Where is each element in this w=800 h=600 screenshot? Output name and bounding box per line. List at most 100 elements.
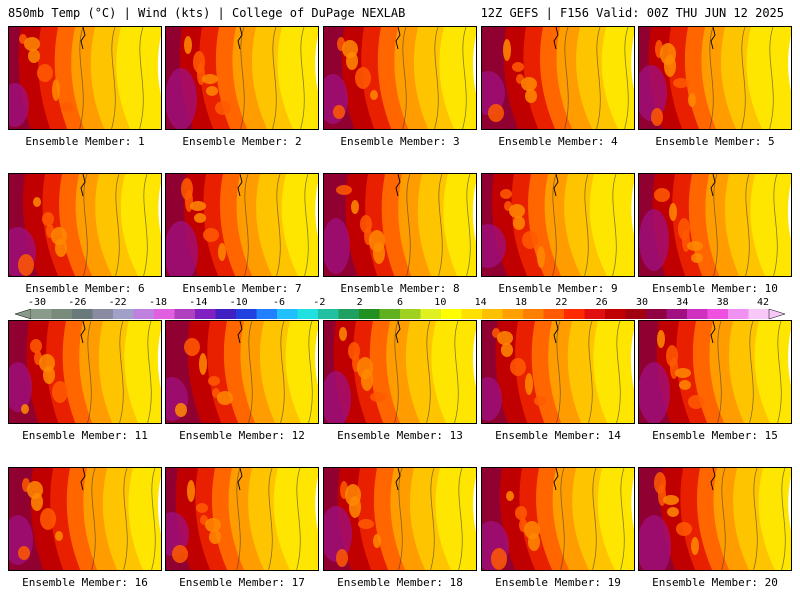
hot-core	[9, 83, 29, 127]
terrain-blotch	[355, 67, 371, 89]
terrain-blotch	[61, 102, 73, 112]
temperature-field	[166, 321, 318, 423]
colorbar-swatch	[195, 309, 216, 319]
border-line	[553, 321, 559, 344]
hot-core	[324, 218, 350, 274]
contour-line	[240, 27, 245, 129]
terrain-blotch	[27, 481, 43, 499]
terrain-blotch	[30, 339, 42, 353]
contour-line	[402, 27, 407, 129]
terrain-blotch	[209, 530, 221, 544]
colorbar-swatch	[338, 309, 360, 319]
ensemble-member-map	[638, 467, 792, 571]
member-label: Ensemble Member: 17	[179, 576, 305, 589]
terrain-blotch	[218, 243, 226, 261]
contour-line	[308, 321, 313, 423]
contour-line	[434, 27, 439, 129]
colorbar-swatch	[666, 309, 688, 319]
contour-line	[91, 468, 96, 570]
member-label: Ensemble Member: 16	[22, 576, 148, 589]
terrain-blotch	[172, 545, 188, 563]
terrain-blotch	[360, 215, 372, 233]
colorbar-tick-label: 10	[434, 297, 447, 308]
colorbar-swatch	[441, 309, 462, 319]
contour-line	[753, 468, 758, 570]
hot-core	[639, 362, 670, 423]
terrain-blotch	[21, 404, 29, 414]
ensemble-member-map	[638, 320, 792, 424]
border-line	[710, 321, 716, 344]
ensemble-member-map	[8, 320, 162, 424]
border-line	[80, 321, 86, 344]
member-label: Ensemble Member: 2	[182, 135, 302, 148]
colorbar-tick-label: -26	[68, 297, 87, 308]
terrain-blotch	[358, 519, 374, 529]
border-line	[710, 27, 716, 50]
contour-line	[276, 174, 281, 276]
terrain-blotch	[33, 197, 41, 207]
colorbar-tick-label: 2	[356, 297, 363, 308]
terrain-blotch	[184, 338, 200, 356]
member-label: Ensemble Member: 10	[652, 282, 778, 295]
terrain-blotch	[687, 241, 703, 251]
hot-core	[482, 224, 506, 268]
contour-line	[296, 468, 301, 570]
terrain-blotch	[336, 185, 352, 195]
colorbar-swatch	[400, 309, 421, 319]
colorbar-tick-label: -30	[27, 297, 47, 308]
terrain-blotch	[175, 403, 187, 417]
colorbar-tick-label: 18	[514, 297, 528, 308]
member-label: Ensemble Member: 13	[337, 429, 463, 442]
border-line	[395, 27, 401, 50]
terrain-blotch	[369, 230, 385, 252]
colorbar-swatch	[51, 309, 73, 319]
contour-line	[115, 174, 120, 276]
terrain-blotch	[515, 506, 527, 520]
colorbar-swatch	[543, 309, 565, 319]
temperature-field	[324, 174, 476, 276]
hot-core	[166, 68, 197, 129]
border-line	[80, 468, 86, 491]
terrain-blotch	[28, 49, 40, 63]
member-label: Ensemble Member: 18	[337, 576, 463, 589]
contour-line	[268, 468, 273, 570]
temperature-field	[324, 468, 476, 570]
terrain-blotch	[193, 51, 205, 73]
terrain-blotch	[491, 548, 507, 570]
member-label: Ensemble Member: 5	[655, 135, 775, 148]
colorbar-swatch	[174, 309, 196, 319]
temperature-field	[482, 174, 634, 276]
member-label: Ensemble Member: 11	[22, 429, 148, 442]
terrain-blotch	[187, 480, 195, 502]
terrain-blotch	[522, 231, 538, 249]
colorbar-tick-label: -14	[189, 297, 208, 308]
ensemble-member-map	[165, 26, 319, 130]
colorbar-high-arrow	[768, 309, 785, 319]
terrain-blotch	[669, 203, 677, 221]
border-line	[80, 27, 86, 50]
terrain-blotch	[208, 376, 220, 386]
colorbar-swatch	[236, 309, 257, 319]
ensemble-member-map	[481, 320, 635, 424]
contour-line	[556, 321, 561, 423]
contour-line	[777, 321, 782, 423]
terrain-blotch	[503, 39, 511, 61]
terrain-blotch	[501, 343, 513, 357]
hot-core	[639, 209, 669, 271]
terrain-blotch	[373, 534, 381, 548]
contour-line	[596, 27, 601, 129]
colorbar-tick-label: 22	[555, 297, 568, 308]
terrain-blotch	[37, 64, 53, 82]
colorbar-swatch	[646, 309, 667, 319]
terrain-blotch	[202, 74, 218, 84]
colorbar-low-arrow	[15, 309, 32, 319]
terrain-blotch	[184, 36, 192, 54]
terrain-blotch	[525, 89, 537, 103]
ensemble-member-map	[165, 467, 319, 571]
colorbar-tick-label: 34	[676, 297, 689, 308]
border-line	[710, 468, 716, 491]
colorbar-swatch	[318, 309, 339, 319]
colorbar-swatch	[461, 309, 483, 319]
terrain-blotch	[521, 77, 537, 91]
contour-line	[620, 468, 625, 570]
